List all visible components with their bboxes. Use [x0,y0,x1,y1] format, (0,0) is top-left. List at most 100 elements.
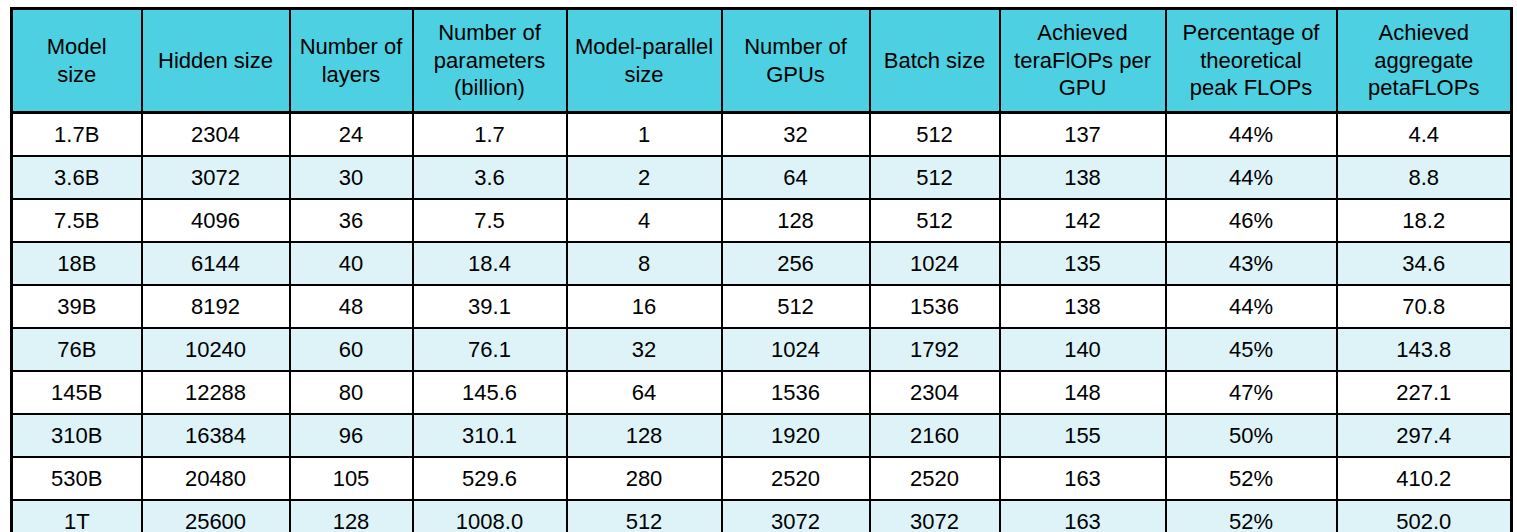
table-cell: 1024 [722,328,870,371]
table-cell: 7.5 [413,199,567,242]
table-cell: 18B [12,242,142,285]
table-cell: 43% [1166,242,1337,285]
table-cell: 502.0 [1337,500,1512,532]
table-cell: 2 [567,156,722,199]
table-cell: 10240 [142,328,290,371]
table-cell: 32 [722,113,870,157]
table-cell: 4.4 [1337,113,1512,157]
table-cell: 44% [1166,156,1337,199]
table-cell: 76B [12,328,142,371]
table-cell: 512 [567,500,722,532]
table-cell: 2520 [722,457,870,500]
table-cell: 16384 [142,414,290,457]
table-row: 530B 20480 105 529.6 280 2520 2520 163 5… [12,457,1512,500]
table-cell: 96 [290,414,413,457]
table-cell: 163 [1000,500,1166,532]
table-cell: 1792 [870,328,1000,371]
table-cell: 145.6 [413,371,567,414]
table-cell: 128 [290,500,413,532]
column-header-batch-size: Batch size [870,9,1000,113]
table-cell: 135 [1000,242,1166,285]
table-row: 76B 10240 60 76.1 32 1024 1792 140 45% 1… [12,328,1512,371]
table-cell: 1920 [722,414,870,457]
column-header-peak-flops-percentage: Percentage of theoretical peak FLOPs [1166,9,1337,113]
table-cell: 34.6 [1337,242,1512,285]
column-header-teraflops-per-gpu: Achieved teraFlOPs per GPU [1000,9,1166,113]
column-header-model-parallel-size: Model-parallel size [567,9,722,113]
table-cell: 145B [12,371,142,414]
table-cell: 80 [290,371,413,414]
table-cell: 128 [567,414,722,457]
table-cell: 7.5B [12,199,142,242]
table-cell: 64 [722,156,870,199]
column-header-num-layers: Number of layers [290,9,413,113]
table-cell: 105 [290,457,413,500]
column-header-num-parameters: Number of parameters (billion) [413,9,567,113]
table-cell: 529.6 [413,457,567,500]
table-cell: 8 [567,242,722,285]
table-cell: 530B [12,457,142,500]
table-cell: 256 [722,242,870,285]
table-cell: 70.8 [1337,285,1512,328]
table-cell: 60 [290,328,413,371]
table-cell: 50% [1166,414,1337,457]
table-cell: 24 [290,113,413,157]
table-cell: 512 [870,113,1000,157]
table-cell: 46% [1166,199,1337,242]
table-cell: 44% [1166,113,1337,157]
table-cell: 297.4 [1337,414,1512,457]
table-cell: 410.2 [1337,457,1512,500]
table-cell: 3072 [870,500,1000,532]
table-cell: 310.1 [413,414,567,457]
column-header-model-size: Model size [12,9,142,113]
table-cell: 64 [567,371,722,414]
table-row: 1.7B 2304 24 1.7 1 32 512 137 44% 4.4 [12,113,1512,157]
table-cell: 1 [567,113,722,157]
table-cell: 30 [290,156,413,199]
table-cell: 512 [870,199,1000,242]
table-cell: 148 [1000,371,1166,414]
table-cell: 138 [1000,285,1166,328]
table-cell: 52% [1166,500,1337,532]
table-cell: 2304 [142,113,290,157]
table-cell: 52% [1166,457,1337,500]
table-cell: 2520 [870,457,1000,500]
table-cell: 45% [1166,328,1337,371]
table-cell: 137 [1000,113,1166,157]
table-cell: 48 [290,285,413,328]
table-cell: 143.8 [1337,328,1512,371]
table-cell: 138 [1000,156,1166,199]
table-cell: 142 [1000,199,1166,242]
table-cell: 1.7 [413,113,567,157]
table-cell: 18.2 [1337,199,1512,242]
table-cell: 2304 [870,371,1000,414]
table-cell: 227.1 [1337,371,1512,414]
table-cell: 155 [1000,414,1166,457]
table-cell: 4 [567,199,722,242]
table-cell: 1T [12,500,142,532]
table-row: 3.6B 3072 30 3.6 2 64 512 138 44% 8.8 [12,156,1512,199]
table-cell: 4096 [142,199,290,242]
column-header-hidden-size: Hidden size [142,9,290,113]
table-cell: 76.1 [413,328,567,371]
table-row: 1T 25600 128 1008.0 512 3072 3072 163 52… [12,500,1512,532]
table-cell: 8192 [142,285,290,328]
table-cell: 512 [870,156,1000,199]
table-cell: 25600 [142,500,290,532]
table-cell: 18.4 [413,242,567,285]
table-cell: 36 [290,199,413,242]
table-cell: 2160 [870,414,1000,457]
table-cell: 1.7B [12,113,142,157]
table-cell: 1536 [722,371,870,414]
table-cell: 280 [567,457,722,500]
table-cell: 32 [567,328,722,371]
table-cell: 12288 [142,371,290,414]
table-row: 7.5B 4096 36 7.5 4 128 512 142 46% 18.2 [12,199,1512,242]
table-row: 18B 6144 40 18.4 8 256 1024 135 43% 34.6 [12,242,1512,285]
table-cell: 1008.0 [413,500,567,532]
table-cell: 128 [722,199,870,242]
table-cell: 20480 [142,457,290,500]
table-cell: 140 [1000,328,1166,371]
table-cell: 3072 [142,156,290,199]
table-cell: 40 [290,242,413,285]
